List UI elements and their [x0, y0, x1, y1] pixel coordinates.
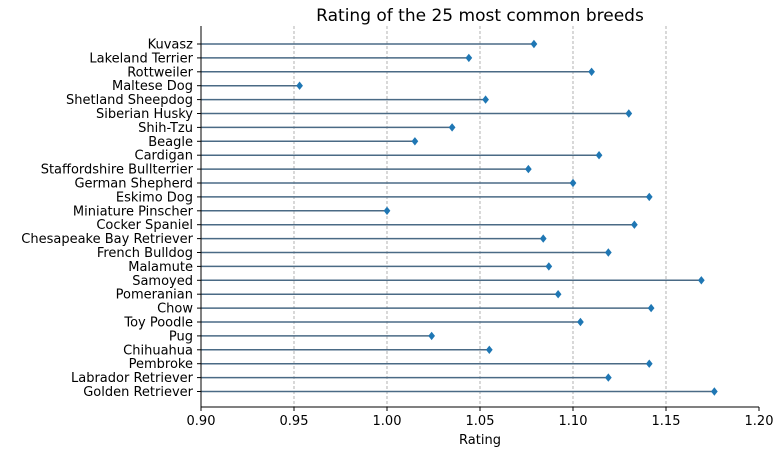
category-label: Miniature Pinscher [73, 204, 194, 219]
data-marker [697, 276, 705, 285]
category-label: Toy Poodle [123, 316, 193, 331]
data-marker [604, 373, 612, 382]
markers [296, 39, 718, 396]
data-marker [588, 67, 595, 76]
grid-lines [293, 26, 667, 407]
category-label: Pomeranian [116, 288, 193, 303]
data-marker [554, 290, 562, 299]
data-marker [577, 317, 584, 327]
data-marker [465, 53, 473, 63]
data-marker [711, 387, 718, 396]
category-label: Labrador Retriever [71, 371, 194, 386]
category-label: Staffordshire Bullterrier [41, 163, 194, 178]
data-marker [482, 95, 489, 104]
x-tick-label: 1.20 [745, 414, 774, 429]
category-label: Chow [157, 302, 193, 317]
category-label: Maltese Dog [112, 79, 193, 94]
x-tick-label: 0.90 [187, 414, 216, 429]
data-marker [647, 303, 655, 313]
category-label: Siberian Husky [96, 107, 193, 122]
category-label: Beagle [148, 135, 193, 150]
category-label: Samoyed [132, 274, 193, 289]
x-tick-label: 1.05 [466, 414, 495, 429]
x-ticks: 0.90 0.95 1.00 1.05 1.10 1.15 1.20 [187, 407, 774, 429]
data-marker [485, 345, 493, 354]
data-marker [645, 192, 653, 202]
category-label: Cocker Spaniel [96, 218, 193, 233]
category-label: Kuvasz [148, 38, 194, 53]
data-marker [428, 331, 435, 341]
x-tick-label: 1.00 [373, 414, 402, 429]
x-tick-label: 0.95 [280, 414, 309, 429]
data-marker [604, 248, 612, 257]
data-marker [383, 206, 391, 215]
data-marker [530, 39, 538, 49]
stems [201, 43, 715, 393]
data-marker [569, 178, 577, 188]
category-label: German Shepherd [74, 177, 193, 192]
data-marker [545, 262, 553, 271]
data-marker [631, 220, 638, 229]
data-marker [539, 234, 547, 243]
chart-title: Rating of the 25 most common breeds [316, 6, 644, 26]
category-label: Pug [169, 329, 193, 344]
category-label: Pembroke [129, 357, 193, 372]
category-label: Shih-Tzu [138, 121, 193, 136]
category-label: Cardigan [135, 149, 193, 164]
data-marker [296, 81, 303, 90]
category-label: Lakeland Terrier [89, 51, 193, 66]
data-marker [525, 164, 532, 174]
category-label: Malamute [128, 260, 193, 275]
data-marker [645, 359, 653, 368]
category-label: French Bulldog [97, 246, 193, 261]
category-label: Golden Retriever [83, 385, 193, 400]
category-label: Shetland Sheepdog [66, 93, 193, 108]
x-tick-label: 1.15 [652, 414, 681, 429]
data-marker [411, 137, 419, 146]
category-label: Rottweiler [127, 65, 193, 80]
data-marker [595, 151, 603, 160]
x-axis-label: Rating [459, 433, 501, 448]
category-label: Chesapeake Bay Retriever [21, 232, 193, 247]
data-marker [448, 123, 456, 132]
data-marker [625, 109, 633, 118]
category-label: Chihuahua [123, 343, 193, 358]
x-tick-label: 1.10 [559, 414, 588, 429]
category-label: Eskimo Dog [116, 190, 193, 205]
